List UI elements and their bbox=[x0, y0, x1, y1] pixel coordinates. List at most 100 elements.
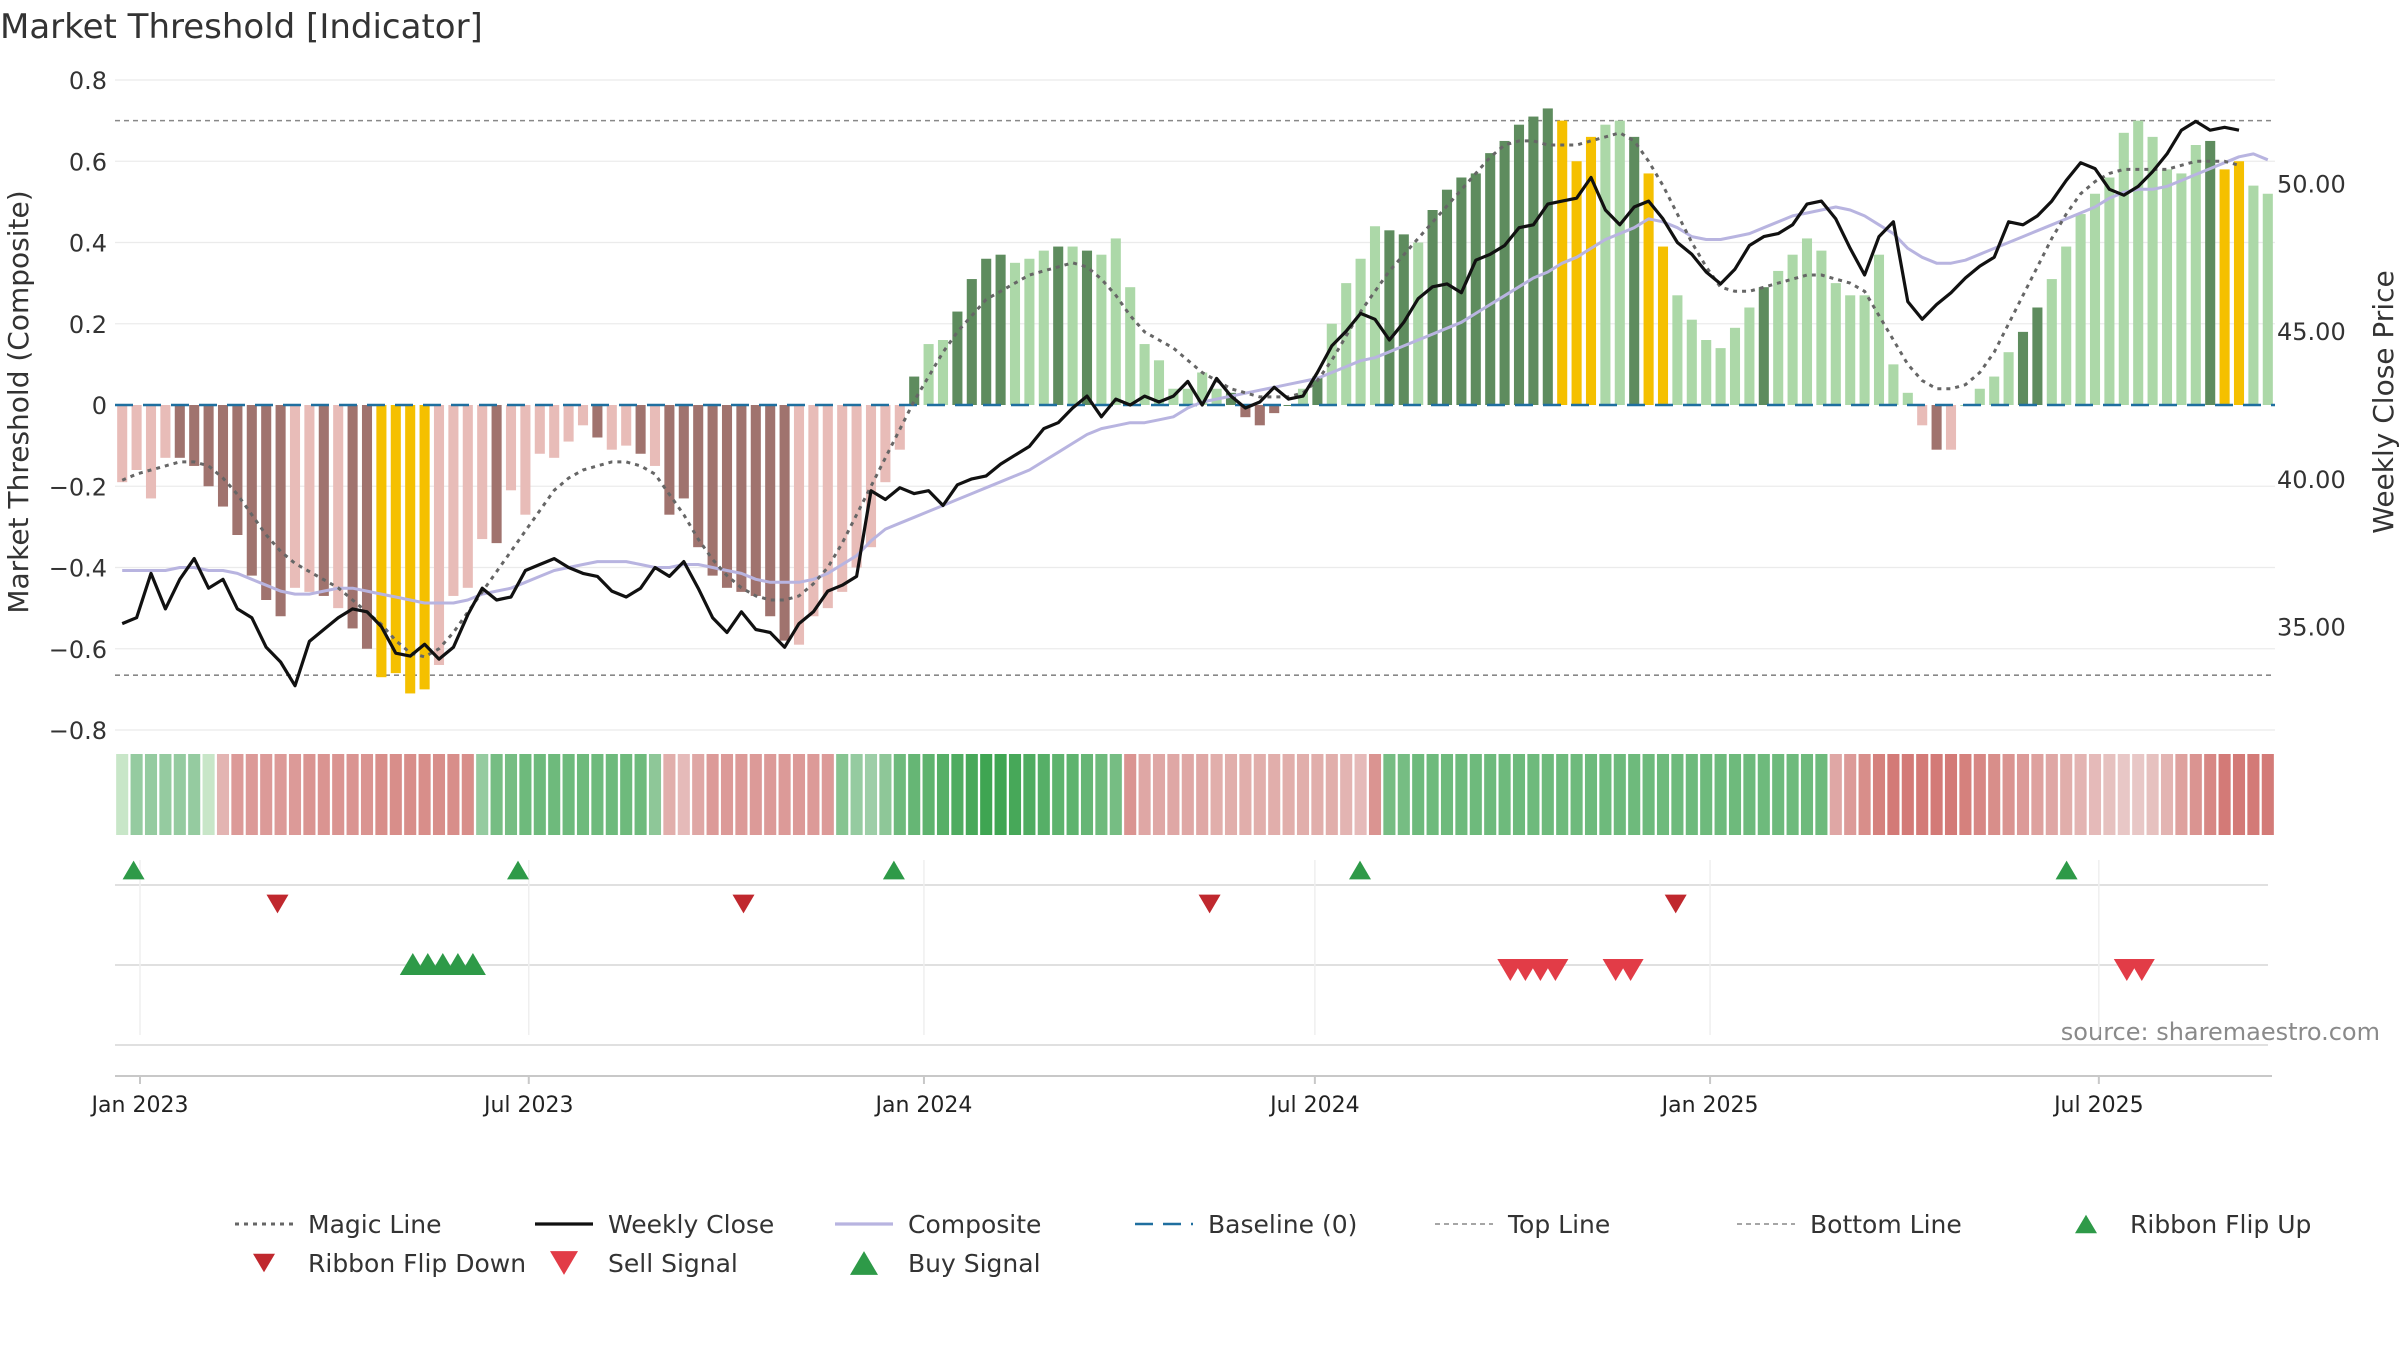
composite-bar bbox=[1989, 376, 2000, 405]
ribbon-cell bbox=[735, 754, 748, 835]
composite-bar bbox=[203, 405, 214, 487]
composite-bar bbox=[1312, 376, 1323, 405]
ribbon-cell bbox=[706, 754, 719, 835]
composite-bar bbox=[433, 405, 445, 665]
ribbon-cell bbox=[1455, 754, 1468, 835]
ribbon-cell bbox=[1527, 754, 1540, 835]
chart-title: Market Threshold [Indicator] bbox=[0, 7, 483, 47]
ribbon-flip-up-marker bbox=[507, 860, 529, 880]
ribbon-cell bbox=[864, 754, 878, 835]
composite-bar bbox=[376, 405, 387, 678]
ribbon-cell bbox=[1080, 754, 1094, 835]
composite-line bbox=[122, 152, 2269, 605]
ribbon-cell bbox=[893, 754, 906, 835]
ribbon-flip-up-marker bbox=[122, 860, 145, 880]
ribbon-cell bbox=[1469, 754, 1482, 835]
composite-bar bbox=[491, 405, 502, 544]
ribbon-cell bbox=[720, 754, 734, 835]
ribbon-cell bbox=[1887, 754, 1900, 835]
composite-bar bbox=[1715, 348, 1726, 405]
composite-bar bbox=[1643, 173, 1654, 405]
ribbon-cell bbox=[764, 754, 777, 835]
legend-swatch-marker bbox=[550, 1251, 578, 1275]
ribbon-cell bbox=[1872, 754, 1886, 835]
composite-bar bbox=[1485, 153, 1496, 405]
composite-bar bbox=[822, 405, 833, 609]
composite-bar bbox=[2017, 331, 2029, 405]
grid bbox=[115, 79, 2275, 731]
composite-bar bbox=[477, 405, 488, 540]
x-axis: Jan 2023 Jul 2023 Jan 2024 Jul 2024 Jan 2025… bbox=[90, 1075, 2272, 1118]
y-tick-right-label: 40.00 bbox=[2277, 466, 2346, 494]
composite-bar bbox=[361, 405, 373, 649]
ribbon-cell bbox=[116, 754, 129, 835]
ribbon-cell bbox=[1584, 754, 1598, 835]
signal-markers bbox=[115, 860, 2268, 1046]
ribbon-cell bbox=[490, 754, 503, 835]
composite-bar bbox=[1427, 210, 1438, 405]
series-lines bbox=[115, 119, 2275, 688]
ribbon-cell bbox=[2060, 754, 2073, 835]
ribbon bbox=[116, 754, 2274, 835]
ribbon-cell bbox=[1656, 754, 1670, 835]
composite-bar bbox=[1917, 405, 1928, 426]
composite-bar bbox=[1830, 283, 1841, 405]
composite-bar bbox=[1686, 319, 1697, 405]
ribbon-cell bbox=[1786, 754, 1799, 835]
composite-bar bbox=[1053, 246, 1064, 405]
ribbon-cell bbox=[245, 754, 258, 835]
ribbon-cell bbox=[1541, 754, 1554, 835]
ribbon-cell bbox=[274, 754, 287, 835]
ribbon-cell bbox=[548, 754, 561, 835]
ribbon-cell bbox=[2232, 754, 2246, 835]
legend-label: Baseline (0) bbox=[1208, 1210, 1357, 1239]
composite-bar bbox=[1269, 405, 1280, 414]
composite-bar bbox=[678, 405, 689, 499]
ribbon-flip-up-marker bbox=[1349, 860, 1371, 880]
ribbon-cell bbox=[1167, 754, 1180, 835]
y-tick-left-label: −0.4 bbox=[49, 555, 107, 583]
ribbon-cell bbox=[202, 754, 215, 835]
ribbon-cell bbox=[1484, 754, 1497, 835]
composite-bar bbox=[966, 279, 977, 405]
y-tick-left-label: 0 bbox=[92, 392, 107, 420]
ribbon-cell bbox=[418, 754, 431, 835]
ribbon-cell bbox=[605, 754, 618, 835]
y-tick-left-label: 0.4 bbox=[69, 230, 107, 258]
ribbon-cell bbox=[2074, 754, 2087, 835]
composite-bar bbox=[1369, 226, 1381, 405]
ribbon-cell bbox=[1959, 754, 1972, 835]
legend-swatch-marker bbox=[253, 1253, 275, 1273]
composite-bar bbox=[1729, 327, 1741, 405]
ribbon-cell bbox=[2189, 754, 2202, 835]
composite-bar bbox=[865, 405, 877, 548]
composite-bar bbox=[1197, 372, 1208, 405]
composite-bar bbox=[1859, 295, 1870, 405]
composite-bar bbox=[923, 344, 934, 405]
composite-bar bbox=[2233, 161, 2245, 405]
ribbon-cell bbox=[1728, 754, 1742, 835]
composite-bar bbox=[390, 405, 401, 674]
ribbon-cell bbox=[346, 754, 359, 835]
ribbon-cell bbox=[965, 754, 978, 835]
ribbon-cell bbox=[591, 754, 604, 835]
ribbon-cell bbox=[1311, 754, 1324, 835]
composite-bar bbox=[1701, 340, 1712, 405]
ribbon-cell bbox=[1743, 754, 1756, 835]
composite-bar bbox=[275, 405, 286, 617]
ribbon-cell bbox=[1181, 754, 1194, 835]
composite-bar bbox=[2032, 307, 2043, 405]
composite-bar bbox=[664, 405, 675, 515]
composite-bar bbox=[1096, 254, 1107, 405]
composite-bar bbox=[1657, 246, 1669, 405]
legend-label: Ribbon Flip Up bbox=[2130, 1210, 2311, 1239]
ribbon-cell bbox=[231, 754, 244, 835]
composite-bar bbox=[131, 405, 142, 470]
ribbon-cell bbox=[504, 754, 518, 835]
composite-bar bbox=[2075, 214, 2086, 405]
composite-bar bbox=[621, 405, 632, 446]
ribbon-cell bbox=[1570, 754, 1583, 835]
ribbon-cell bbox=[144, 754, 158, 835]
ribbon-cell bbox=[2218, 754, 2231, 835]
composite-bar bbox=[1945, 405, 1957, 450]
